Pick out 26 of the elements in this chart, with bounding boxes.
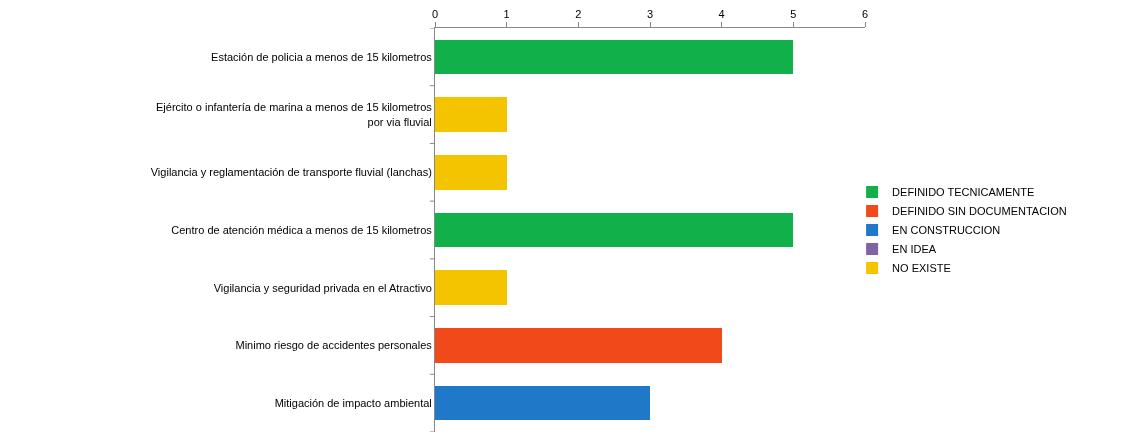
x-tick-label: 4	[718, 7, 725, 20]
y-tick-label: Ejército o infantería de marina a menos de 15 kilometros por via fluvial	[156, 101, 433, 128]
bar	[435, 97, 507, 132]
y-tick-label: Mitigación de impacto ambiental	[274, 396, 432, 409]
x-tick-label: 5	[790, 7, 797, 20]
y-tick-label: Minimo riesgo de accidentes personales	[235, 339, 433, 352]
bar	[435, 212, 794, 248]
y-tick-label: Vigilancia y seguridad privada en el Atractivo	[213, 281, 432, 294]
bar	[435, 385, 650, 421]
bar	[435, 154, 507, 190]
x-tick-label: 6	[861, 7, 869, 20]
y-tick-label: Estación de policia a menos de 15 kilometros	[211, 50, 433, 63]
bar	[435, 328, 722, 363]
legend-label: EN CONSTRUCCION	[892, 224, 1001, 237]
legend-label: EN IDEA	[892, 243, 937, 256]
x-tick-label: 2	[575, 7, 582, 20]
y-tick-label: Centro de atención médica a menos de 15 kilometros	[171, 223, 433, 236]
x-tick-label: 0	[431, 7, 439, 20]
y-tick-label: Vigilancia y reglamentación de transporte fluvial (lanchas)	[150, 166, 432, 179]
bar	[435, 270, 507, 306]
x-tick-label: 3	[646, 7, 654, 20]
bar	[435, 39, 794, 75]
legend-label: NO EXISTE	[892, 262, 951, 275]
legend-label: DEFINIDO SIN DOCUMENTACION	[892, 205, 1067, 218]
x-tick-label: 1	[503, 7, 510, 20]
legend-label: DEFINIDO TECNICAMENTE	[892, 186, 1035, 199]
